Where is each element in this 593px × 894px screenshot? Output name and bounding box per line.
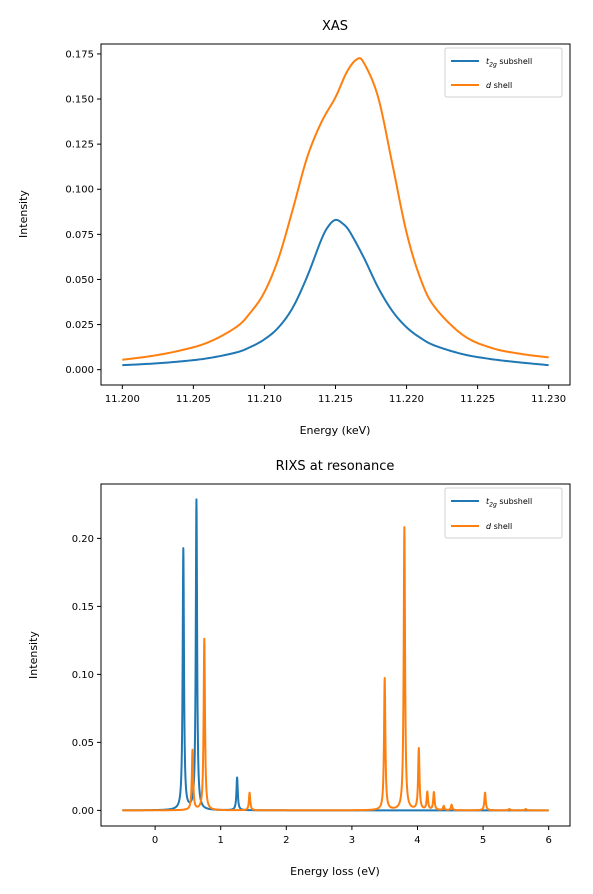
xas-legend-label-t2g: t2g subshell [486, 57, 532, 69]
xas-legend-d-rest: shell [491, 81, 512, 90]
rixs-x-tick-label: 3 [349, 835, 355, 846]
rixs-y-ticks: 0.00 0.05 0.10 0.15 0.20 [72, 534, 101, 817]
xas-legend-label-d: d shell [486, 81, 512, 90]
rixs-legend-label-t2g: t2g subshell [486, 497, 532, 509]
rixs-y-axis-label: Intensity [27, 631, 40, 679]
rixs-axes-frame [100, 483, 571, 827]
rixs-x-tick-label: 1 [218, 835, 224, 846]
xas-x-tick-label: 11.205 [176, 394, 211, 405]
xas-y-axis-label: Intensity [17, 190, 30, 238]
xas-y-tick-label: 0.000 [65, 365, 94, 376]
rixs-y-tick-label: 0.20 [72, 534, 94, 545]
xas-x-axis-label: Energy (keV) [300, 424, 371, 437]
rixs-legend-t2g-sub: 2g [489, 502, 497, 509]
rixs-y-tick-label: 0.00 [72, 806, 94, 817]
rixs-x-axis-label: Energy loss (eV) [290, 865, 380, 878]
rixs-legend-label-d: d shell [486, 522, 512, 531]
rixs-legend-d-main: d [486, 522, 492, 531]
xas-title: XAS [322, 19, 348, 34]
rixs-x-tick-label: 2 [283, 835, 289, 846]
xas-series-line-d [122, 57, 549, 361]
rixs-x-tick-label: 4 [414, 835, 420, 846]
xas-y-tick-label: 0.050 [65, 275, 94, 286]
xas-y-tick-label: 0.025 [65, 320, 94, 331]
xas-x-tick-label: 11.230 [531, 394, 566, 405]
xas-legend-t2g-main: t [486, 57, 490, 66]
xas-legend: t2g subshell d shell [444, 47, 563, 98]
rixs-legend-t2g-rest: subshell [497, 497, 532, 506]
xas-x-tick-label: 11.215 [318, 394, 353, 405]
xas-x-tick-label: 11.200 [105, 394, 140, 405]
rixs-y-tick-label: 0.15 [72, 602, 94, 613]
xas-x-tick-label: 11.220 [389, 394, 424, 405]
rixs-x-ticks: 0 1 2 3 4 5 6 [152, 826, 552, 846]
rixs-x-tick-label: 6 [545, 835, 551, 846]
xas-x-ticks: 11.200 11.205 11.210 11.215 11.220 11.225 11.2… [105, 385, 566, 405]
xas-y-tick-label: 0.125 [65, 140, 94, 151]
rixs-series-layer [121, 498, 550, 812]
rixs-series-line-d [121, 526, 550, 812]
xas-x-tick-label: 11.210 [247, 394, 282, 405]
rixs-y-tick-label: 0.05 [72, 738, 94, 749]
xas-y-tick-label: 0.175 [65, 49, 94, 60]
xas-legend-t2g-sub: 2g [489, 62, 497, 69]
xas-x-tick-label: 11.225 [460, 394, 495, 405]
rixs-y-tick-label: 0.10 [72, 670, 94, 681]
rixs-legend: t2g subshell d shell [444, 487, 563, 539]
xas-legend-t2g-rest: subshell [497, 57, 532, 66]
xas-y-tick-label: 0.075 [65, 230, 94, 241]
xas-panel: XAS 11.200 11.205 11.210 11.215 11.220 11.225… [17, 19, 571, 437]
xas-y-tick-label: 0.100 [65, 185, 94, 196]
xas-series-line-t2g [122, 218, 549, 367]
rixs-legend-t2g-main: t [486, 497, 490, 506]
xas-y-ticks: 0.000 0.025 0.050 0.075 0.100 0.125 0.150 0.175 [65, 49, 101, 376]
rixs-title: RIXS at resonance [276, 459, 395, 474]
xas-series-layer [122, 57, 549, 367]
xas-y-tick-label: 0.150 [65, 95, 94, 106]
rixs-legend-d-rest: shell [491, 522, 512, 531]
rixs-x-tick-label: 5 [480, 835, 486, 846]
xas-legend-d-main: d [486, 81, 492, 90]
rixs-x-tick-label: 0 [152, 835, 158, 846]
